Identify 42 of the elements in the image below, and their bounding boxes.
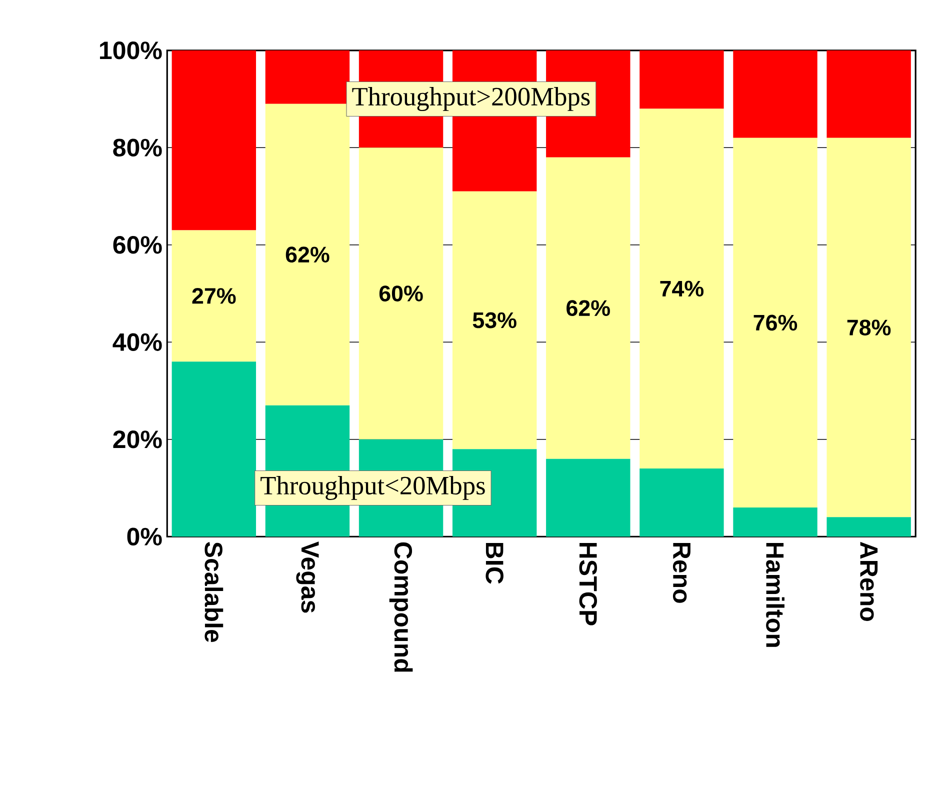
x-tick-label: HSTCP	[579, 543, 598, 626]
data-label: 60%	[379, 286, 423, 302]
bar	[640, 468, 724, 537]
bar	[452, 192, 537, 450]
x-tick-label: Reno	[672, 543, 690, 604]
bar	[733, 138, 818, 508]
bar	[265, 50, 350, 104]
bar	[358, 148, 444, 440]
bar	[265, 104, 350, 406]
bar	[546, 158, 630, 460]
bar	[826, 517, 911, 537]
data-label: 78%	[847, 320, 891, 336]
annotation: Throughput<20Mbps	[260, 476, 485, 500]
x-tick-label: Scalable	[204, 542, 224, 642]
bar	[826, 50, 911, 138]
data-label: 74%	[660, 280, 704, 297]
bar	[172, 230, 256, 362]
bar	[640, 108, 724, 469]
x-tick-label: Vegas	[296, 542, 319, 613]
data-label: 62%	[286, 246, 330, 263]
bar	[172, 362, 256, 537]
data-label: 62%	[566, 300, 610, 316]
x-tick-label: Hamilton	[766, 543, 784, 648]
x-tick-label: BIC	[486, 543, 504, 584]
bar	[546, 459, 630, 537]
y-tick-label: 20%	[113, 430, 162, 448]
y-tick-label: 0%	[127, 528, 162, 546]
data-label: 27%	[192, 288, 236, 304]
data-label: 53%	[472, 312, 516, 328]
y-tick-label: 40%	[112, 333, 162, 352]
bar	[733, 50, 818, 138]
x-tick-label: AReno	[860, 542, 878, 622]
x-tick-label: Compound	[389, 542, 413, 672]
bar	[172, 50, 256, 231]
bar	[826, 138, 911, 518]
bar	[640, 50, 724, 109]
bar	[733, 508, 818, 537]
y-tick-label: 60%	[113, 236, 162, 254]
y-tick-label: 100%	[100, 42, 162, 60]
y-tick-label: 80%	[113, 138, 162, 157]
annotation: Throughput>200Mbps	[352, 87, 590, 112]
data-label: 76%	[754, 314, 798, 331]
